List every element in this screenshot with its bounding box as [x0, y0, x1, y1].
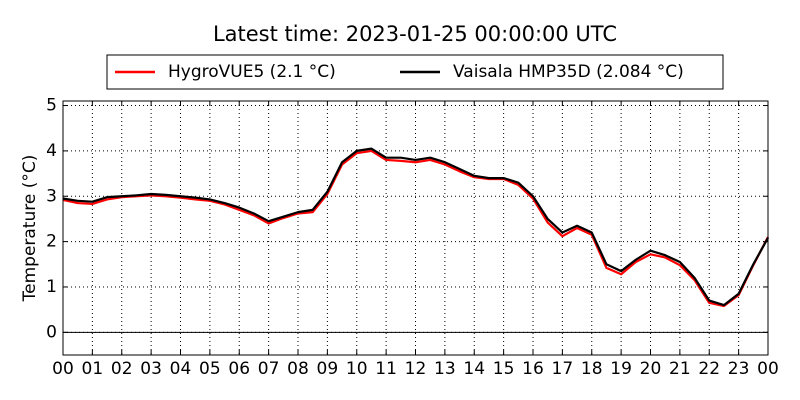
x-tick-label: 14	[463, 359, 485, 379]
x-tick-label: 01	[82, 359, 104, 379]
x-tick-label: 06	[228, 359, 250, 379]
x-tick-label: 23	[728, 359, 750, 379]
x-tick-label: 08	[287, 359, 309, 379]
x-tick-label: 07	[258, 359, 280, 379]
y-axis-label: Temperature (°C)	[20, 155, 40, 303]
y-tick-label: 4	[46, 141, 57, 161]
y-tick-label: 2	[46, 232, 57, 252]
x-tick-label: 00	[52, 359, 74, 379]
legend-label: Vaisala HMP35D (2.084 °C)	[453, 62, 684, 82]
legend-box	[106, 54, 724, 90]
x-tick-label: 15	[493, 359, 515, 379]
x-tick-label: 00	[757, 359, 779, 379]
x-tick-label: 18	[581, 359, 603, 379]
x-tick-label: 16	[522, 359, 544, 379]
x-tick-label: 03	[140, 359, 162, 379]
x-tick-label: 17	[552, 359, 574, 379]
y-tick-label: 5	[46, 96, 57, 116]
legend-label: HygroVUE5 (2.1 °C)	[168, 62, 336, 82]
x-tick-label: 21	[669, 359, 691, 379]
x-tick-label: 09	[317, 359, 339, 379]
plot-frame	[62, 100, 769, 356]
x-tick-label: 12	[405, 359, 427, 379]
x-tick-label: 19	[610, 359, 632, 379]
x-tick-label: 13	[434, 359, 456, 379]
y-tick-label: 1	[46, 277, 57, 297]
y-tick-label: 0	[46, 322, 57, 342]
data-line	[62, 147, 769, 307]
x-tick-label: 10	[346, 359, 368, 379]
chart-title: Latest time: 2023-01-25 00:00:00 UTC	[213, 22, 617, 46]
x-tick-label: 20	[640, 359, 662, 379]
x-tick-label: 11	[375, 359, 397, 379]
x-tick-label: 05	[199, 359, 221, 379]
y-tick-label: 3	[46, 186, 57, 206]
x-tick-label: 02	[111, 359, 133, 379]
x-tick-label: 04	[170, 359, 192, 379]
data-line	[62, 149, 769, 308]
x-tick-label: 22	[698, 359, 720, 379]
